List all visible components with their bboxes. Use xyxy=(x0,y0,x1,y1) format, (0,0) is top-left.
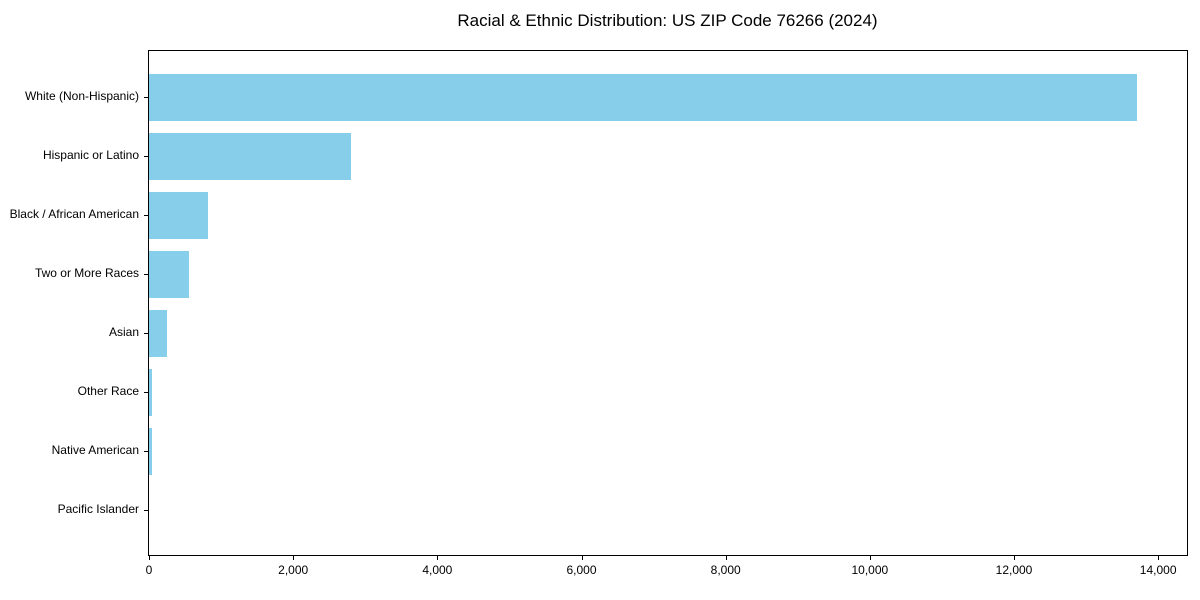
y-label-row: White (Non-Hispanic) xyxy=(0,67,139,126)
x-tick-label: 12,000 xyxy=(995,563,1033,577)
y-tick-mark xyxy=(144,273,148,275)
bar-black-african-american xyxy=(149,192,208,239)
bar-row xyxy=(149,422,1187,481)
y-tick-mark xyxy=(144,155,148,157)
y-label-row: Pacific Islander xyxy=(0,480,139,539)
x-tick-mark xyxy=(437,556,439,560)
bars-layer xyxy=(149,68,1187,540)
bar-hispanic-or-latino xyxy=(149,133,351,180)
bar-white-non-hispanic xyxy=(149,74,1137,121)
bar-native-american xyxy=(149,428,152,475)
y-label-row: Native American xyxy=(0,421,139,480)
bar-row xyxy=(149,186,1187,245)
chart-title: Racial & Ethnic Distribution: US ZIP Cod… xyxy=(457,11,878,30)
y-label-row: Two or More Races xyxy=(0,244,139,303)
x-tick-mark xyxy=(869,556,871,560)
bar-row xyxy=(149,127,1187,186)
bar-two-or-more-races xyxy=(149,251,189,298)
y-axis-label: Other Race xyxy=(77,384,139,398)
x-tick-mark xyxy=(149,556,150,560)
x-tick-mark xyxy=(1014,556,1015,560)
bar-row xyxy=(149,68,1187,127)
x-tick-label: 0 xyxy=(145,563,153,577)
y-axis-label: Pacific Islander xyxy=(57,502,139,516)
y-tick-mark xyxy=(144,509,148,511)
y-tick-mark xyxy=(144,450,148,452)
plot-area xyxy=(148,50,1188,556)
y-label-row: Asian xyxy=(0,303,139,362)
y-axis-label: Hispanic or Latino xyxy=(42,148,139,162)
bar-row xyxy=(149,245,1187,304)
y-label-row: Black / African American xyxy=(0,185,139,244)
y-label-row: Other Race xyxy=(0,362,139,421)
x-tick-label: 8,000 xyxy=(710,563,741,577)
y-axis-label: Asian xyxy=(108,325,139,339)
y-axis-label: Two or More Races xyxy=(34,266,139,280)
y-axis-label: White (Non-Hispanic) xyxy=(24,89,139,103)
y-label-row: Hispanic or Latino xyxy=(0,126,139,185)
x-tick-label: 10,000 xyxy=(851,563,889,577)
x-tick-label: 14,000 xyxy=(1139,563,1177,577)
bar-row xyxy=(149,481,1187,540)
y-axis-labels: White (Non-Hispanic) Hispanic or Latino Bl… xyxy=(0,67,139,539)
x-tick-mark xyxy=(725,556,727,560)
y-axis-label: Black / African American xyxy=(9,207,139,221)
y-tick-mark xyxy=(144,332,148,334)
x-tick-mark xyxy=(1158,556,1160,560)
bar-row xyxy=(149,304,1187,363)
y-tick-mark xyxy=(144,96,148,98)
bar-row xyxy=(149,363,1187,422)
y-tick-mark xyxy=(144,391,148,393)
bar-other-race xyxy=(149,369,153,416)
x-tick-label: 4,000 xyxy=(422,563,453,577)
x-tick-label: 6,000 xyxy=(566,563,597,577)
y-tick-mark xyxy=(144,214,148,216)
x-tick-mark xyxy=(293,556,295,560)
x-tick-label: 2,000 xyxy=(278,563,309,577)
y-axis-label: Native American xyxy=(51,443,139,457)
x-tick-mark xyxy=(581,556,583,560)
bar-asian xyxy=(149,310,167,357)
